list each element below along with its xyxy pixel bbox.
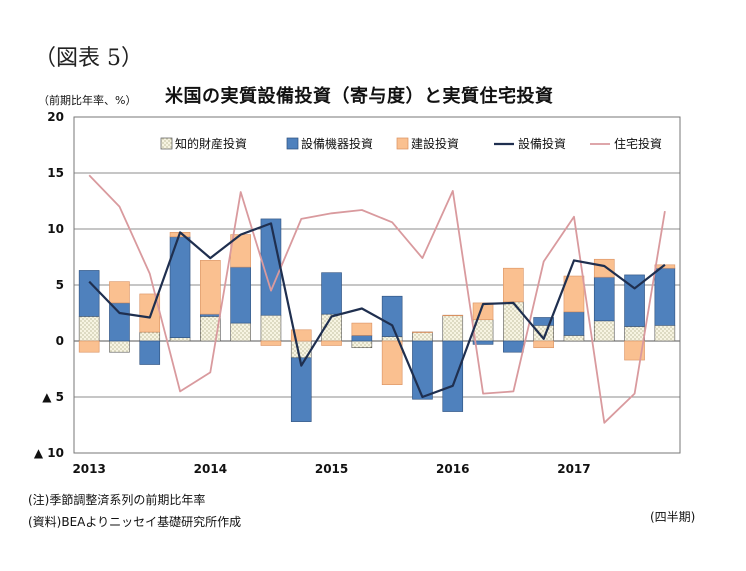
bar-structures — [563, 275, 585, 313]
bar-structures — [78, 340, 100, 353]
chart-title: 米国の実質設備投資（寄与度）と実質住宅投資 — [165, 86, 554, 107]
bar-structures — [624, 340, 645, 361]
bar-ip — [230, 322, 251, 342]
legend-swatch-structures — [396, 137, 409, 150]
bar-equipment — [654, 267, 676, 326]
bar-equipment — [321, 272, 342, 315]
bar-structures — [290, 329, 312, 342]
grid-layer — [74, 116, 680, 454]
bar-ip — [109, 340, 130, 353]
bar-ip — [654, 325, 676, 342]
bar-equipment — [200, 313, 221, 317]
bar-equipment — [442, 340, 464, 412]
bar-ip — [260, 314, 282, 342]
bar-ip — [624, 326, 645, 342]
bar-equipment — [472, 340, 494, 345]
bar-ip — [593, 320, 615, 342]
x-tick-label: 2013 — [72, 462, 105, 476]
bar-ip — [139, 331, 161, 342]
y-tick-label: ▲ 5 — [42, 390, 64, 404]
bar-ip — [78, 316, 100, 342]
chart-legend: 知的財産投資 設備機器投資 建設投資 設備投資 住宅投資 — [160, 136, 662, 151]
plot-frame — [73, 116, 681, 454]
period-label: (四半期) — [650, 510, 696, 524]
bar-equipment — [381, 295, 403, 337]
bar-structures — [533, 340, 554, 349]
bar-equipment — [290, 357, 312, 422]
note-source: (資料)BEAよりニッセイ基礎研究所作成 — [28, 515, 242, 529]
y-tick-label: 0 — [56, 334, 64, 348]
bar-ip — [442, 314, 464, 342]
bar-ip — [563, 335, 585, 342]
x-tick-label: 2017 — [557, 462, 590, 476]
bar-structures — [321, 340, 342, 346]
bar-equipment — [230, 266, 251, 324]
x-tick-label: 2016 — [436, 462, 469, 476]
y-tick-label: 5 — [56, 278, 64, 292]
note-seasonal: (注)季節調整済系列の前期比年率 — [28, 493, 206, 507]
x-tick-label: 2014 — [194, 462, 227, 476]
bar-ip — [503, 301, 524, 342]
bar-equipment — [503, 340, 524, 353]
bar-layer — [78, 218, 676, 422]
figure-label: （図表 5） — [34, 46, 143, 71]
bar-equipment — [593, 276, 615, 322]
legend-label-equipment: 設備機器投資 — [301, 136, 373, 151]
bar-equipment — [78, 270, 100, 317]
y-tick-label: 15 — [47, 166, 64, 180]
bar-ip — [169, 337, 191, 342]
line-residential — [88, 174, 666, 424]
bar-equipment — [412, 340, 433, 400]
bar-structures — [109, 281, 130, 304]
legend-label-total: 設備投資 — [518, 136, 566, 151]
bar-equipment — [563, 311, 585, 336]
legend-swatch-equipment — [286, 137, 299, 150]
bar-structures — [260, 340, 282, 346]
bar-equipment — [533, 317, 554, 326]
y-tick-label: 10 — [47, 222, 64, 236]
bar-equipment — [351, 335, 373, 342]
line-total — [88, 222, 666, 399]
bar-structures — [412, 331, 433, 333]
bar-structures — [593, 258, 615, 278]
bar-structures — [503, 267, 524, 303]
y-tick-label: 20 — [47, 110, 64, 124]
bar-equipment — [109, 302, 130, 342]
y-tick-label: ▲ 10 — [34, 446, 64, 460]
bar-structures — [442, 314, 464, 317]
bar-structures — [381, 340, 403, 385]
bar-structures — [200, 260, 221, 315]
legend-swatch-ip — [160, 137, 173, 150]
legend-label-residential: 住宅投資 — [614, 136, 662, 151]
bar-equipment — [139, 340, 161, 365]
legend-label-ip: 知的財産投資 — [175, 136, 247, 151]
bar-equipment — [624, 274, 645, 327]
bar-ip — [412, 331, 433, 342]
legend-label-structures: 建設投資 — [411, 136, 459, 151]
bar-structures — [351, 322, 373, 336]
y-unit-label: （前期比年率、%） — [38, 94, 137, 107]
bar-ip — [351, 340, 373, 349]
line-layer — [88, 174, 666, 424]
x-tick-label: 2015 — [315, 462, 348, 476]
